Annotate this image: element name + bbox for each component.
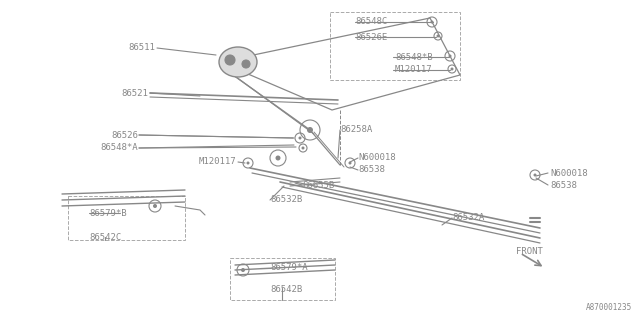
Circle shape [153, 204, 157, 208]
Bar [230, 258, 335, 300]
Text: 86655B: 86655B [302, 180, 334, 189]
Text: 86548*A: 86548*A [100, 143, 138, 153]
Circle shape [225, 55, 235, 65]
Text: 86538: 86538 [550, 180, 577, 189]
Text: 86542C: 86542C [89, 233, 121, 242]
Circle shape [298, 137, 301, 140]
Text: M120117: M120117 [395, 66, 433, 75]
Circle shape [436, 35, 440, 37]
Circle shape [431, 20, 433, 23]
Text: FRONT: FRONT [516, 247, 543, 257]
Circle shape [349, 162, 351, 164]
Circle shape [301, 147, 305, 149]
Circle shape [534, 173, 536, 177]
Text: A870001235: A870001235 [586, 303, 632, 312]
Text: 86548C: 86548C [355, 18, 387, 27]
Text: 86521: 86521 [121, 89, 148, 98]
Text: 86579*B: 86579*B [89, 209, 127, 218]
Text: 86511: 86511 [128, 44, 155, 52]
Text: N600018: N600018 [550, 169, 588, 178]
Text: 86542B: 86542B [270, 285, 302, 294]
Bar [330, 12, 460, 80]
Text: 86532B: 86532B [270, 196, 302, 204]
Bar [68, 196, 185, 240]
Ellipse shape [219, 47, 257, 77]
Circle shape [449, 54, 451, 58]
Circle shape [242, 60, 250, 68]
Text: M120117: M120117 [198, 157, 236, 166]
Text: 86526E: 86526E [355, 33, 387, 42]
Circle shape [307, 127, 313, 133]
Text: 86538: 86538 [358, 165, 385, 174]
Circle shape [246, 162, 250, 164]
Text: 86258A: 86258A [340, 125, 372, 134]
Text: 86579*A: 86579*A [270, 263, 308, 273]
Circle shape [241, 268, 245, 272]
Text: 86526: 86526 [111, 131, 138, 140]
Text: 86548*B: 86548*B [395, 52, 433, 61]
Text: 86532A: 86532A [452, 213, 484, 222]
Text: N600018: N600018 [358, 154, 396, 163]
Circle shape [275, 156, 280, 161]
Circle shape [451, 68, 454, 70]
